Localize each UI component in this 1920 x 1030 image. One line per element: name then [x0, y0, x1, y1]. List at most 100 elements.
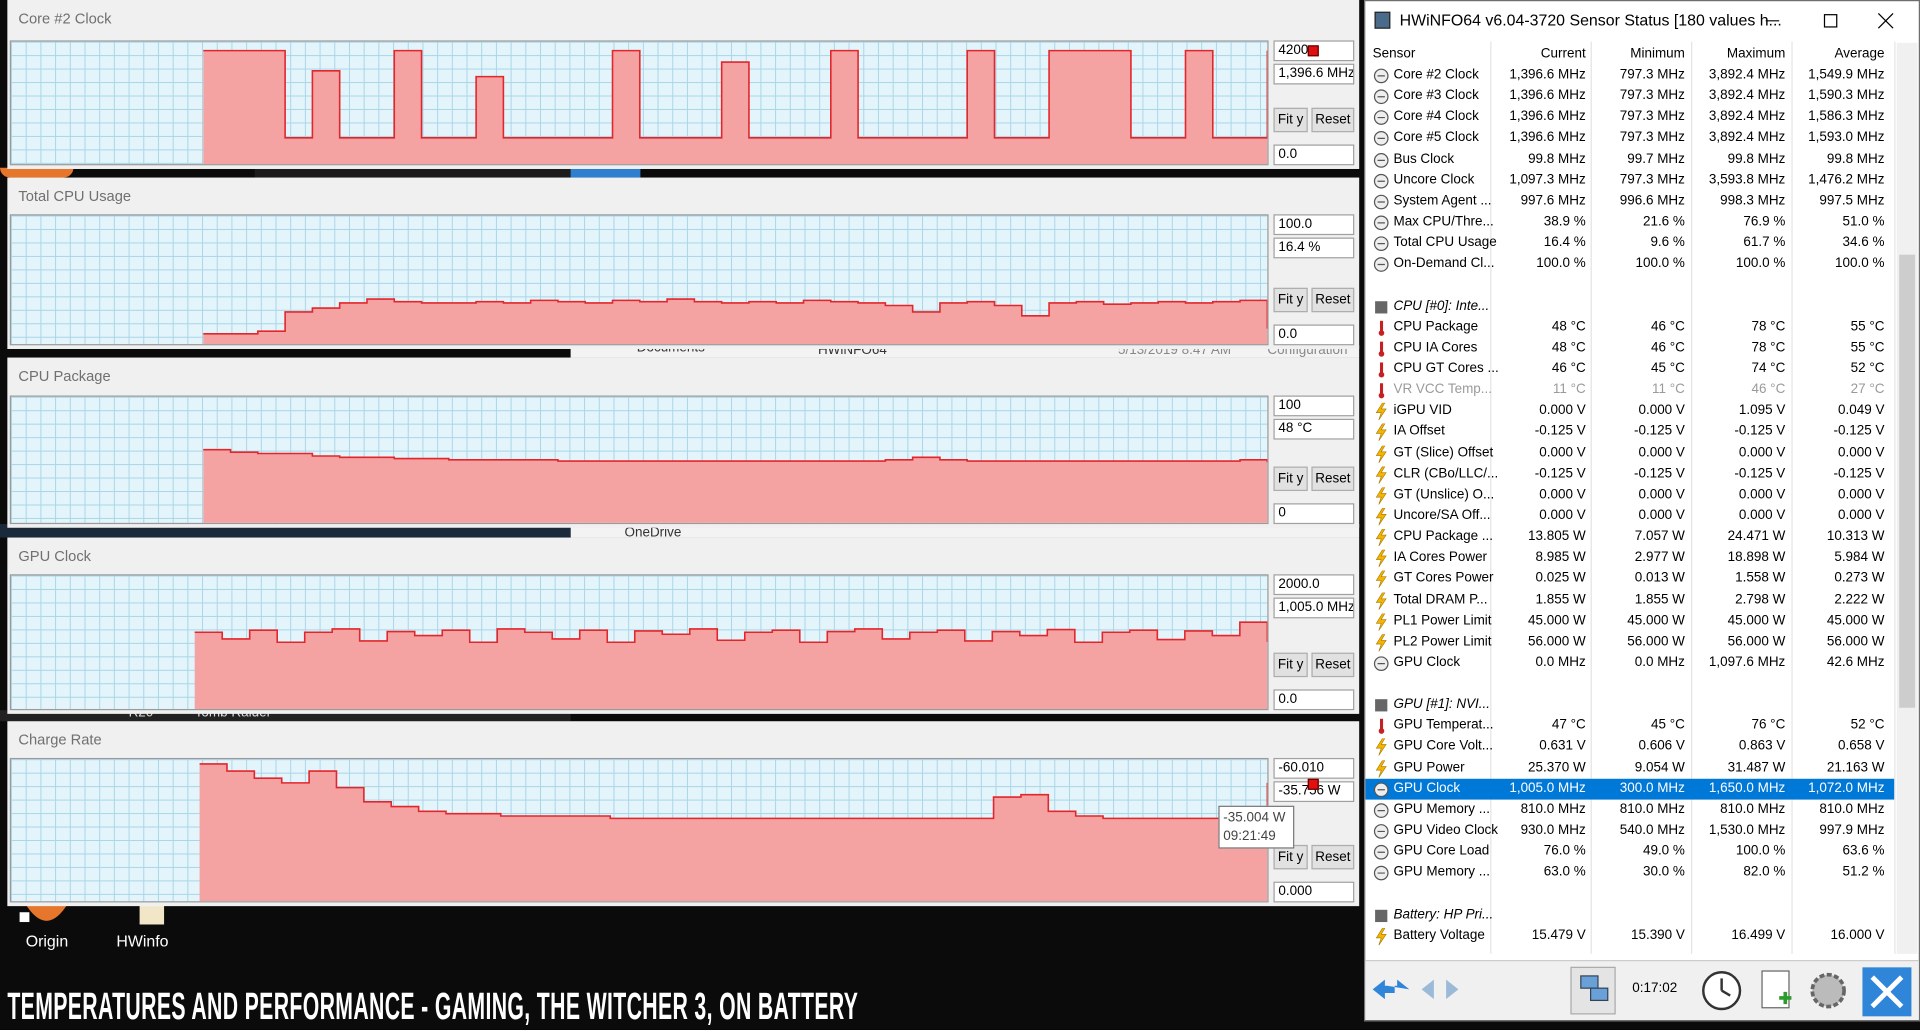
sensor-row[interactable]: GT (Unslice) O... 0.000 V 0.000 V 0.000 V 0.…	[1365, 485, 1894, 506]
sensor-icon	[1373, 89, 1389, 105]
sensor-row[interactable]: GPU Clock 0.0 MHz 0.0 MHz 1,097.6 MHz 42.6 M…	[1365, 653, 1894, 674]
sensor-row[interactable]: GPU Clock 1,005.0 MHz 300.0 MHz 1,650.0 MHz…	[1365, 778, 1895, 800]
sensor-row[interactable]: GPU Power 25.370 W 9.054 W 31.487 W 21.163 W	[1365, 757, 1894, 778]
sensor-value: 3,593.8 MHz	[1708, 172, 1786, 187]
column-divider	[1691, 41, 1693, 954]
sensor-icon	[1375, 300, 1388, 313]
fit-button[interactable]: Fit y	[1273, 107, 1308, 133]
sensor-row[interactable]: VR VCC Temp... 11 °C 11 °C 46 °C 27 °C	[1365, 380, 1894, 401]
sensor-name: CLR (CBo/LLC/...	[1393, 466, 1499, 481]
sensor-row[interactable]: IA Cores Power 8.985 W 2.977 W 18.898 W 5.98…	[1365, 548, 1894, 569]
report-plus	[1779, 991, 1792, 1005]
sensor-value: 11 °C	[1652, 382, 1685, 397]
sensor-value: -0.125 V	[1633, 466, 1685, 481]
fit-button[interactable]: Fit y	[1273, 287, 1308, 313]
column-header[interactable]: Current	[1540, 46, 1586, 62]
sensor-row[interactable]: iGPU VID 0.000 V 0.000 V 1.095 V 0.049 V	[1365, 401, 1894, 422]
min-box: 0.0	[1273, 689, 1355, 711]
sensor-row[interactable]: GT (Slice) Offset 0.000 V 0.000 V 0.000 V 0.…	[1365, 443, 1894, 464]
sensor-row[interactable]: Uncore/SA Off... 0.000 V 0.000 V 0.000 V 0.0…	[1365, 506, 1894, 527]
sensor-row[interactable]: IA Offset -0.125 V -0.125 V -0.125 V -0.125 …	[1365, 422, 1894, 443]
sensor-row[interactable]: On-Demand Cl... 100.0 % 100.0 % 100.0 % 100.…	[1365, 254, 1894, 275]
column-header[interactable]: Minimum	[1630, 46, 1685, 62]
trace-fill	[194, 622, 1268, 709]
max-box: 100.0	[1273, 214, 1355, 236]
sensor-name: GPU Memory ...	[1393, 801, 1491, 817]
sensor-row[interactable]: System Agent ... 997.6 MHz 996.6 MHz 998.3 …	[1365, 191, 1894, 212]
column-header[interactable]: Sensor	[1372, 46, 1416, 62]
desktop-icon-label[interactable]: Origin	[25, 931, 69, 951]
sensor-row[interactable]: Core #3 Clock 1,396.6 MHz 797.3 MHz 3,892.4…	[1365, 86, 1894, 107]
reset-button[interactable]: Reset	[1311, 466, 1355, 492]
app-icon	[1374, 11, 1391, 29]
sensor-row[interactable]: Total CPU Usage 16.4 % 9.6 % 61.7 % 34.6 %	[1365, 233, 1894, 254]
sensor-name: Total DRAM P...	[1393, 592, 1488, 607]
sensor-row[interactable]: Bus Clock 99.8 MHz 99.7 MHz 99.8 MHz 99.8 MH…	[1365, 149, 1894, 170]
sensor-row[interactable]: Core #2 Clock 1,396.6 MHz 797.3 MHz 3,892.4…	[1365, 65, 1894, 86]
sensor-row[interactable]: Uncore Clock 1,097.3 MHz 797.3 MHz 3,593.8 …	[1365, 170, 1894, 191]
sensor-icon	[1375, 466, 1387, 484]
reset-button[interactable]: Reset	[1311, 844, 1355, 870]
desktop-icon-label[interactable]: HWinfo	[116, 931, 169, 951]
sensor-value: 797.3 MHz	[1619, 88, 1685, 104]
column-header[interactable]: Maximum	[1726, 46, 1786, 62]
sensor-row[interactable]: GPU Memory ... 63.0 % 30.0 % 82.0 % 51.2 %	[1365, 862, 1894, 883]
sensor-value: 0.863 V	[1738, 738, 1786, 754]
chip-icon	[1375, 699, 1388, 712]
sensor-row[interactable]: Battery Voltage 15.479 V 15.390 V 16.499 V 1…	[1365, 925, 1894, 946]
sensor-name: Uncore/SA Off...	[1393, 508, 1491, 523]
sensor-row[interactable]: GPU Memory ... 810.0 MHz 810.0 MHz 810.0 MH…	[1365, 799, 1894, 820]
sensor-row[interactable]: CPU GT Cores ... 46 °C 45 °C 74 °C 52 °C	[1365, 359, 1894, 380]
sensor-row[interactable]: GT Cores Power 0.025 W 0.013 W 1.558 W 0.273…	[1365, 569, 1894, 590]
sensor-value: 0.000 V	[1638, 445, 1685, 460]
sensor-row[interactable]: GPU Temperat... 47 °C 45 °C 76 °C 52 °C	[1365, 716, 1894, 737]
sensor-row[interactable]: GPU Core Volt... 0.631 V 0.606 V 0.863 V 0.6…	[1365, 736, 1894, 757]
fit-button[interactable]: Fit y	[1273, 652, 1308, 678]
current-box: 16.4 %	[1273, 237, 1355, 259]
sensor-row[interactable]: PL1 Power Limit 45.000 W 45.000 W 45.000 W 4…	[1365, 611, 1894, 632]
sensor-row[interactable]: Total DRAM P... 1.855 W 1.855 W 2.798 W 2.22…	[1365, 590, 1894, 611]
sensor-row[interactable]: CPU Package ... 13.805 W 7.057 W 24.471 W 10…	[1365, 527, 1894, 548]
reset-button[interactable]: Reset	[1311, 107, 1355, 133]
sensor-icon	[1373, 257, 1389, 273]
sensor-name: CPU Package	[1393, 319, 1479, 334]
column-header[interactable]: Average	[1834, 46, 1885, 62]
graph-area	[9, 395, 1269, 525]
sensor-icon	[1373, 173, 1389, 189]
sensor-value: 1,549.9 MHz	[1808, 67, 1885, 83]
sensor-name: On-Demand Cl...	[1393, 256, 1495, 271]
sensor-row[interactable]: GPU Core Load 76.0 % 49.0 % 100.0 % 63.6 %	[1365, 841, 1894, 862]
volt-icon	[1375, 466, 1387, 484]
sensor-value: 2.222 W	[1834, 592, 1885, 607]
sensor-row[interactable]: CPU Package 48 °C 46 °C 78 °C 55 °C	[1365, 317, 1894, 338]
fit-button[interactable]: Fit y	[1273, 844, 1308, 870]
sensor-value: 0.658 V	[1838, 738, 1885, 754]
sensor-value: 1,586.3 MHz	[1808, 109, 1885, 124]
volt-icon	[1375, 424, 1387, 442]
alarm-marker	[1307, 45, 1319, 57]
sensor-row[interactable]: Core #5 Clock 1,396.6 MHz 797.3 MHz 3,892.4…	[1365, 128, 1894, 149]
scroll-thumb[interactable]	[1899, 254, 1916, 708]
sensor-row[interactable]: CLR (CBo/LLC/... -0.125 V -0.125 V -0.125 V…	[1365, 464, 1894, 485]
reset-button[interactable]: Reset	[1311, 652, 1355, 678]
reset-button[interactable]: Reset	[1311, 287, 1355, 313]
sensor-value: 42.6 MHz	[1826, 654, 1885, 670]
sensor-row[interactable]: GPU Video Clock 930.0 MHz 540.0 MHz 1,530.0…	[1365, 820, 1894, 841]
thermo-icon	[1380, 341, 1384, 353]
sensor-icon	[1373, 782, 1389, 797]
sensor-row[interactable]: Max CPU/Thre... 38.9 % 21.6 % 76.9 % 51.0 %	[1365, 212, 1894, 233]
sensor-value: 0.000 V	[1838, 508, 1885, 523]
sensor-value: 8.985 W	[1535, 550, 1586, 565]
settings-button	[1810, 972, 1846, 1009]
sensor-row[interactable]: CPU IA Cores 48 °C 46 °C 78 °C 55 °C	[1365, 338, 1894, 359]
sensor-value: 45.000 W	[1627, 613, 1685, 628]
fit-button[interactable]: Fit y	[1273, 466, 1308, 492]
sensor-value: 2.798 W	[1735, 592, 1786, 607]
trace-line	[203, 49, 1268, 139]
sensor-value: 56.000 W	[1826, 633, 1885, 649]
sensor-value: -0.125 V	[1833, 466, 1885, 481]
sensor-row[interactable]: PL2 Power Limit 56.000 W 56.000 W 56.000 W 5…	[1365, 632, 1894, 653]
sensor-value: 1.855 W	[1634, 592, 1685, 607]
sensor-value: 0.000 V	[1539, 508, 1586, 523]
sensor-row[interactable]: Core #4 Clock 1,396.6 MHz 797.3 MHz 3,892.4…	[1365, 107, 1894, 128]
